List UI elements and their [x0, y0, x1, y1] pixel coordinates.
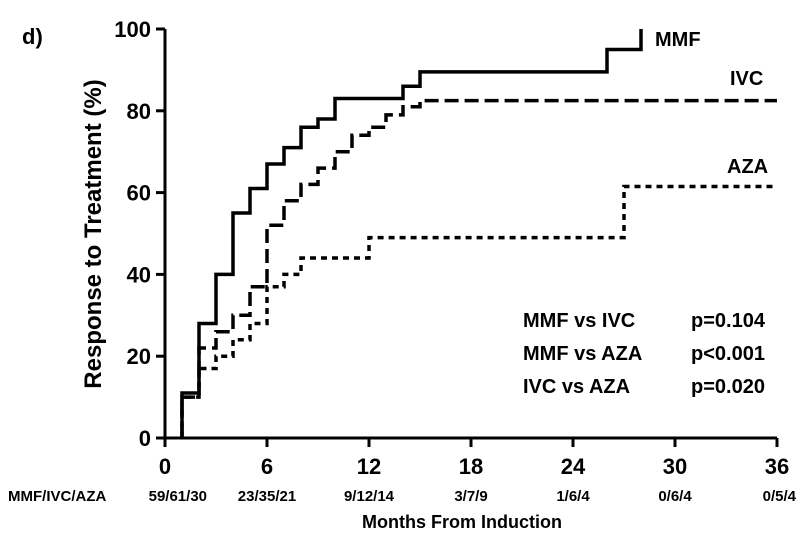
- y-ticks: 0 20 40 60 80 100: [114, 17, 165, 451]
- series-line-mmf: [180, 29, 643, 438]
- series-line-ivc: [180, 98, 777, 438]
- x-tick-label: 0: [159, 454, 171, 479]
- x-tick-label: 24: [561, 454, 586, 479]
- p-value: p=0.020: [691, 376, 765, 398]
- survival-curves: [180, 29, 777, 438]
- risk-table-value: 9/12/14: [344, 488, 395, 505]
- x-tick-label: 36: [765, 454, 789, 479]
- series-labels: MMF IVC AZA: [655, 29, 768, 178]
- x-ticks: 0 6 12 18 24 30 36: [159, 438, 789, 479]
- series-label-mmf: MMF: [655, 29, 701, 51]
- y-tick-label: 20: [127, 344, 151, 369]
- panel-label: d): [22, 24, 43, 49]
- y-tick-label: 0: [139, 426, 151, 451]
- y-tick-label: 40: [127, 262, 151, 287]
- series-label-aza: AZA: [727, 156, 768, 178]
- risk-table-label: MMF/IVC/AZA: [8, 488, 106, 505]
- x-tick-label: 6: [261, 454, 273, 479]
- risk-table: MMF/IVC/AZA 59/61/30 23/35/21 9/12/14 3/7/9 1…: [8, 488, 797, 505]
- comparison-label: MMF vs IVC: [523, 310, 635, 332]
- x-tick-label: 18: [459, 454, 483, 479]
- p-value: p=0.104: [691, 310, 766, 332]
- risk-table-value: 0/5/4: [763, 488, 797, 505]
- x-tick-label: 12: [357, 454, 381, 479]
- x-tick-label: 30: [663, 454, 687, 479]
- comparison-label: MMF vs AZA: [523, 343, 642, 365]
- risk-table-value: 1/6/4: [556, 488, 590, 505]
- y-axis-title: Response to Treatment (%): [80, 79, 107, 388]
- y-tick-label: 80: [127, 99, 151, 124]
- y-tick-label: 60: [127, 181, 151, 206]
- series-line-aza: [180, 184, 777, 438]
- p-value: p<0.001: [691, 343, 765, 365]
- comparison-label: IVC vs AZA: [523, 376, 630, 398]
- risk-table-value: 0/6/4: [658, 488, 692, 505]
- x-axis-title: Months From Induction: [362, 512, 562, 532]
- risk-table-value: 23/35/21: [238, 488, 296, 505]
- risk-table-value: 59/61/30: [149, 488, 207, 505]
- risk-table-value: 3/7/9: [454, 488, 487, 505]
- p-value-annotations: MMF vs IVC p=0.104 MMF vs AZA p<0.001 IVC vs…: [523, 310, 766, 398]
- series-label-ivc: IVC: [730, 68, 763, 90]
- axes: [163, 29, 777, 440]
- y-tick-label: 100: [114, 17, 151, 42]
